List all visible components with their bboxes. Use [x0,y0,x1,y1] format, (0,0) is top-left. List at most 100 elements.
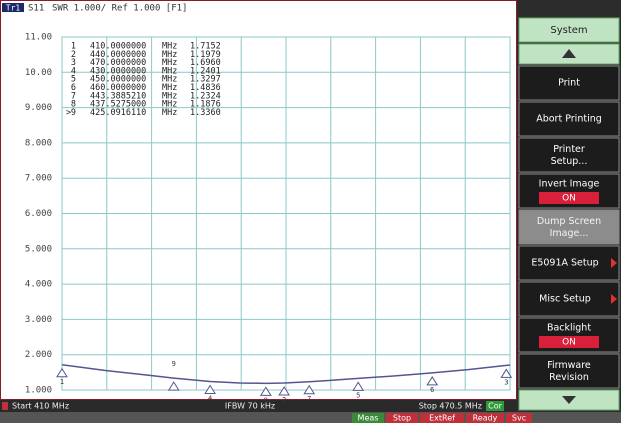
marker-table-freq: 450.0000000 [90,75,146,85]
trace-badge [2,3,24,12]
stop-label: Stop 470.5 MHz [419,402,482,411]
y-tick-label: 2.000 [25,350,52,360]
y-tick-label: 1.000 [25,386,52,396]
y-tick-label: 4.000 [25,280,52,290]
marker-number: 8 [264,396,268,404]
marker [204,384,217,395]
status-box [386,413,418,423]
marker-table-value: 1.1979 [190,50,221,60]
y-tick-label: 8.000 [25,138,52,148]
status-label: ExtRef [429,414,455,423]
cor-label: Cor [488,402,502,411]
softkey-state: ON [562,338,576,348]
marker-table-freq: 440.0000000 [90,50,146,60]
marker-table-unit: MHz [162,42,177,52]
status-box [506,413,532,423]
marker-number: 4 [208,395,212,403]
marker [352,381,365,391]
marker-table-freq: 460.0000000 [90,83,146,93]
marker-table-value: 1.3297 [190,75,221,85]
y-tick-label: 5.000 [25,244,52,254]
marker-table-value: 1.2324 [190,91,221,101]
marker-number: 7 [307,395,311,403]
y-tick-label: 10.00 [25,68,52,78]
marker-table-name: 5 [71,75,76,85]
marker-table-name: 3 [71,58,76,68]
status-label: Stop [393,414,411,423]
marker-table-unit: MHz [162,91,177,101]
footer-bar [0,400,517,412]
marker [167,381,180,391]
marker-table-value: 1.7152 [190,42,221,52]
marker-number: 9 [172,360,176,368]
marker-table-freq: 425.0916110 [90,108,146,118]
marker-table-value: 1.2401 [190,66,221,76]
marker-table-unit: MHz [162,50,177,60]
ifbw-label: IFBW 70 kHz [225,402,275,411]
softkey-state: ON [562,194,576,204]
scroll-up-arrow [562,49,576,58]
marker [500,368,513,378]
marker-table-unit: MHz [162,75,177,85]
active-marker-flag: > [66,108,71,118]
marker [278,386,291,396]
marker-table-value: 1.3360 [190,108,221,118]
softkey[interactable] [518,137,620,173]
trace [61,364,511,385]
channel-badge [2,402,8,410]
softkey[interactable] [518,101,620,137]
marker [426,375,439,386]
softkey-label: Print [558,78,580,89]
marker-table-freq: 443.3885210 [90,91,146,101]
marker-table-value: 1.4836 [190,83,221,93]
status-box [352,413,384,423]
marker-table-value: 1.1876 [190,100,221,110]
marker-table-freq: 410.0000000 [90,42,146,52]
softkey-label: Firmware Revision [547,360,591,383]
marker-table-name: 4 [71,66,76,76]
softkey[interactable] [518,281,620,317]
softkey-label: Abort Printing [536,114,602,125]
cor-badge [486,401,504,411]
trace-id: Tr1 [6,4,21,13]
marker-table-freq: 430.0000000 [90,66,146,76]
marker-table-unit: MHz [162,100,177,110]
marker-table-unit: MHz [162,66,177,76]
softkey[interactable] [518,353,620,389]
softkey-label: E5091A Setup [531,258,598,269]
y-tick-label: 7.000 [25,174,52,184]
marker-table-unit: MHz [162,83,177,93]
marker-number: 6 [430,386,434,394]
trace-param: S11 [28,4,44,14]
marker-table-freq: 470.0000000 [90,58,146,68]
y-tick-label: 3.000 [25,315,52,325]
softkey-label: Dump Screen Image... [537,216,601,239]
softkey-title: System [550,25,587,36]
marker-table-name: 7 [71,91,76,101]
y-tick-label: 9.000 [25,103,52,113]
marker [259,386,272,396]
softkey[interactable] [518,245,620,281]
softkey[interactable] [518,209,620,245]
status-label: Ready [473,414,498,423]
softkey-label: Backlight [547,323,591,334]
softkey[interactable] [518,65,620,101]
submenu-arrow [611,294,617,304]
scroll-down-arrow [562,396,576,404]
y-tick-label: 6.000 [25,209,52,219]
marker-table-unit: MHz [162,58,177,68]
marker-table-name: 2 [71,50,76,60]
status-box [420,413,464,423]
softkey-label: Misc Setup [539,294,591,305]
softkey-state-box [539,336,599,348]
softkey-state-box [539,192,599,204]
submenu-arrow [611,258,617,268]
marker-number: 5 [356,391,360,399]
marker-number: 3 [504,378,508,386]
marker-table-name: 6 [71,83,76,93]
status-label: Meas [358,414,379,423]
status-box [466,413,504,423]
marker-table-unit: MHz [162,108,177,118]
